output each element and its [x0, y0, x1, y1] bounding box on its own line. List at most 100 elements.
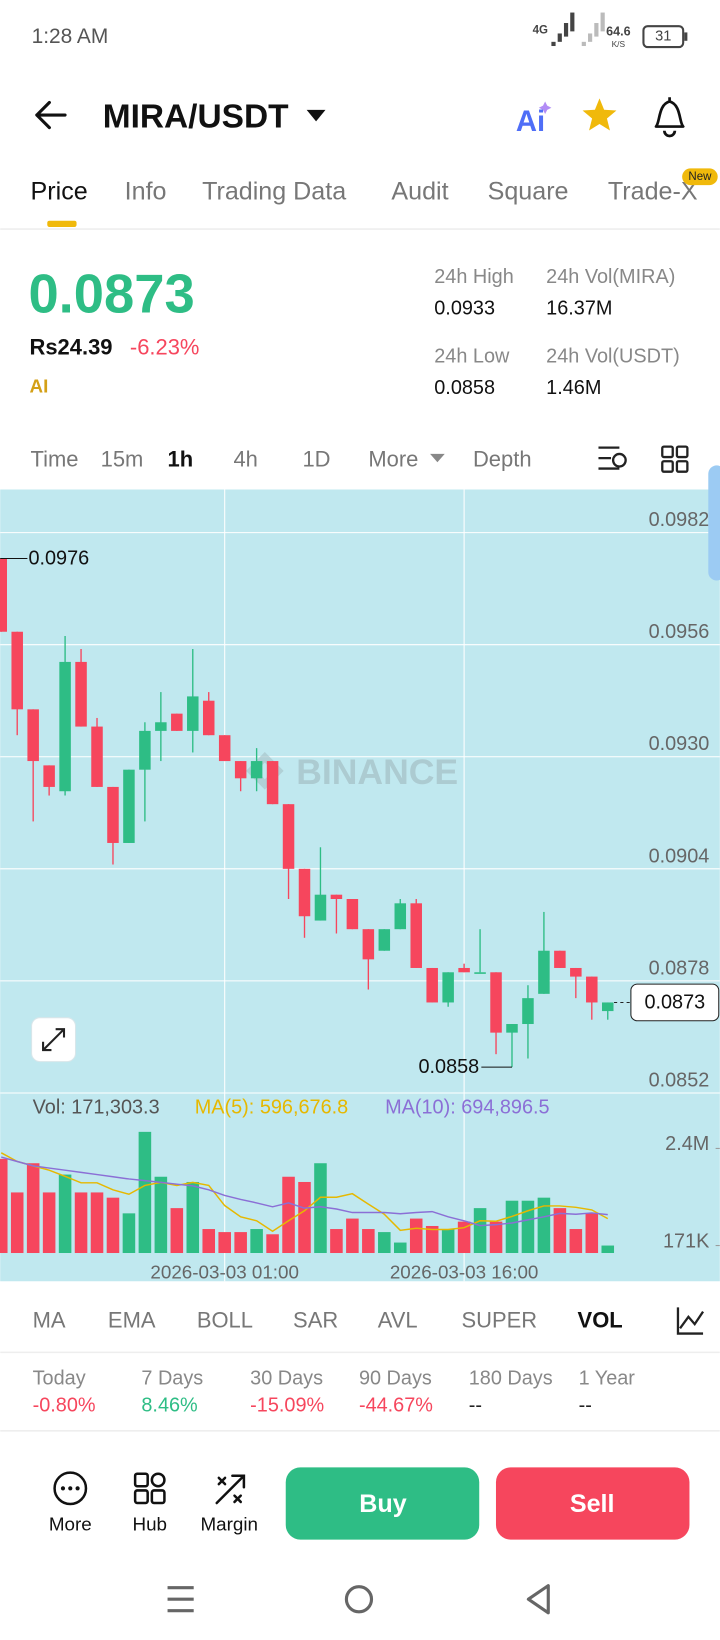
- nav-back[interactable]: [526, 1584, 550, 1615]
- y-tick-label: 0.0930: [649, 733, 710, 755]
- pair-dropdown[interactable]: [306, 109, 326, 122]
- interval[interactable]: 1h: [168, 447, 194, 472]
- tab[interactable]: Trade-X: [608, 177, 698, 205]
- tab-badge: [682, 168, 718, 186]
- volume-bar: [441, 1229, 455, 1254]
- tab[interactable]: Trading Data: [202, 177, 346, 205]
- volume-bar: [521, 1200, 535, 1254]
- buy-button[interactable]: [285, 1467, 480, 1540]
- volume-bar: [170, 1208, 184, 1254]
- more-label[interactable]: More: [49, 1513, 92, 1534]
- tab[interactable]: Audit: [391, 177, 448, 205]
- x-tick-label: 2026-03-03 01:00: [150, 1261, 299, 1282]
- candle-body: [266, 761, 279, 805]
- indicator-tab[interactable]: MA: [33, 1307, 66, 1332]
- signal-bar: [557, 33, 562, 42]
- ma10-label: MA(10): 694,896.5: [385, 1097, 550, 1119]
- margin-label[interactable]: Margin: [201, 1513, 259, 1534]
- sell-button[interactable]: [495, 1467, 690, 1540]
- tab-badge-text: New: [688, 171, 712, 183]
- tab[interactable]: Square: [488, 177, 569, 205]
- interval[interactable]: Time: [31, 447, 79, 472]
- fiat-price: Rs24.39: [29, 335, 112, 360]
- candle-body: [107, 786, 119, 843]
- last-price-box: [630, 983, 720, 1022]
- tab[interactable]: Info: [125, 177, 167, 205]
- volume-bar: [473, 1208, 487, 1254]
- ma5-label: MA(5): 596,676.8: [195, 1097, 348, 1119]
- candle-body: [43, 765, 55, 787]
- interval[interactable]: More: [368, 447, 418, 472]
- chart-settings[interactable]: [598, 446, 620, 470]
- volume-bar: [42, 1192, 56, 1254]
- candle-body: [314, 894, 327, 921]
- candle-body: [506, 1024, 518, 1033]
- interval[interactable]: Depth: [473, 447, 532, 472]
- volume-bar: [202, 1229, 216, 1254]
- hub-icon[interactable]: [133, 1472, 149, 1488]
- volume-bar: [186, 1181, 200, 1254]
- ai-button[interactable]: Ai: [516, 105, 545, 138]
- candle-body: [474, 972, 486, 974]
- back-button[interactable]: [35, 100, 67, 130]
- more-dropdown: [430, 453, 445, 463]
- hub-icon[interactable]: [150, 1489, 166, 1505]
- tab-indicator: [47, 220, 77, 227]
- indicator-tab[interactable]: SUPER: [461, 1307, 537, 1332]
- candle-body: [298, 868, 311, 917]
- interval[interactable]: 15m: [101, 447, 144, 472]
- indicator-tab[interactable]: BOLL: [197, 1307, 253, 1332]
- buy-label[interactable]: Buy: [359, 1490, 406, 1518]
- volume-bar: [282, 1176, 295, 1254]
- nav-menu[interactable]: [167, 1586, 194, 1613]
- last-price-label: 0.0873: [644, 991, 705, 1013]
- volume-bar: [106, 1197, 120, 1254]
- candle-body: [250, 761, 263, 779]
- hub-icon[interactable]: [133, 1489, 149, 1505]
- layout-icon[interactable]: [675, 460, 689, 473]
- indicator-settings[interactable]: [676, 1307, 705, 1335]
- volume-bar: [234, 1232, 247, 1254]
- y-tick-label: 0.0956: [649, 621, 710, 643]
- stat-value: 0.0858: [434, 377, 495, 399]
- indicator-tab[interactable]: AVL: [378, 1307, 418, 1332]
- hub-label[interactable]: Hub: [133, 1513, 168, 1534]
- interval[interactable]: 1D: [302, 447, 330, 472]
- volume-bar: [569, 1229, 583, 1254]
- layout-icon[interactable]: [661, 460, 674, 473]
- notification-bell[interactable]: [654, 97, 685, 138]
- indicator-tab[interactable]: SAR: [293, 1307, 338, 1332]
- hub-icon[interactable]: [150, 1472, 166, 1488]
- layout-icon[interactable]: [675, 445, 689, 459]
- candle-body: [442, 972, 454, 1003]
- more-icon[interactable]: [53, 1471, 88, 1506]
- pair-title[interactable]: MIRA/USDT: [103, 99, 289, 136]
- tab[interactable]: Price: [31, 177, 88, 205]
- performance-label: 90 Days: [359, 1368, 432, 1390]
- interval[interactable]: 4h: [233, 447, 257, 472]
- volume-bar: [393, 1242, 407, 1254]
- scroll-handle[interactable]: [708, 465, 720, 581]
- candle-body: [218, 735, 231, 762]
- high-marker-label: 0.0976: [28, 547, 89, 569]
- sell-label[interactable]: Sell: [570, 1490, 615, 1518]
- candle-body: [426, 967, 438, 1003]
- volume-bar: [330, 1229, 343, 1254]
- indicator-tab[interactable]: EMA: [108, 1307, 156, 1332]
- margin-icon[interactable]: [215, 1474, 246, 1505]
- performance-label: Today: [33, 1368, 86, 1390]
- volume-tick-label: 171K: [663, 1230, 710, 1252]
- volume-bar: [122, 1213, 136, 1254]
- performance-label: 180 Days: [469, 1368, 553, 1390]
- volume-bar: [362, 1229, 375, 1254]
- layout-icon[interactable]: [661, 445, 674, 459]
- indicator-tab[interactable]: VOL: [578, 1307, 623, 1332]
- nav-home[interactable]: [344, 1585, 374, 1614]
- favorite-star[interactable]: [582, 98, 617, 131]
- ai-label[interactable]: AI: [29, 375, 48, 396]
- signal-bar: [563, 23, 569, 37]
- volume-bar: [378, 1232, 391, 1254]
- candle-body: [362, 929, 375, 960]
- y-tick-label: 0.0852: [649, 1069, 710, 1091]
- candle-body: [91, 726, 103, 787]
